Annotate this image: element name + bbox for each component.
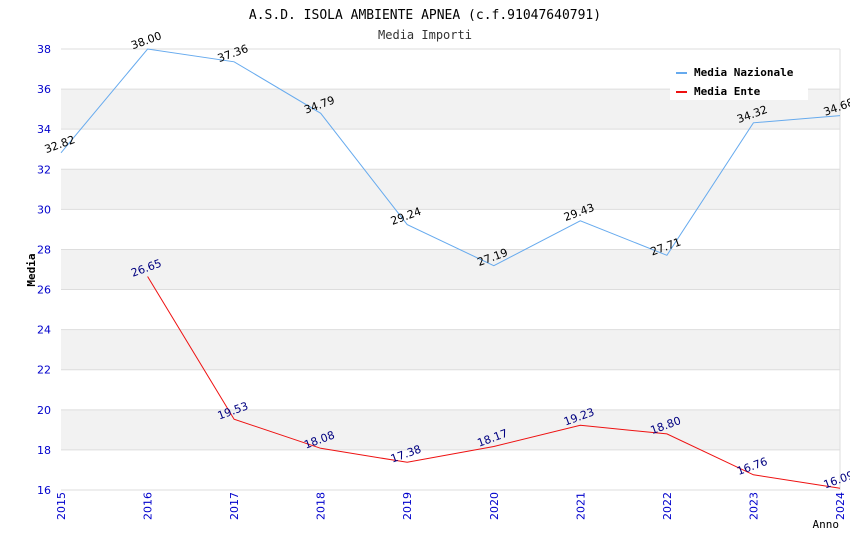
- gridlines: [61, 48, 840, 491]
- legend: Media Nazionale Media Ente: [670, 60, 808, 100]
- y-tick-label: 38: [37, 43, 51, 56]
- legend-label: Media Nazionale: [694, 66, 794, 79]
- x-tick-label: 2020: [488, 492, 501, 520]
- y-axis-label: Media: [25, 253, 38, 286]
- background-band: [61, 209, 840, 250]
- y-tick-label: 26: [37, 284, 51, 297]
- background-band: [61, 289, 840, 330]
- background-bands: [61, 49, 840, 490]
- y-tick-label: 30: [37, 203, 51, 216]
- y-tick-label: 36: [37, 83, 51, 96]
- series-line-media-nazionale: [60, 48, 841, 267]
- background-band: [61, 409, 840, 450]
- x-axis-ticks: 2015 2016 2017 2018 2019 2020 2021 2022 2023 2024: [55, 492, 847, 520]
- x-tick-label: 2023: [747, 492, 760, 520]
- y-tick-label: 34: [37, 123, 51, 136]
- y-tick-label: 20: [37, 404, 51, 417]
- background-band: [61, 329, 840, 370]
- legend-box: [670, 60, 808, 100]
- x-axis-label: Anno: [813, 518, 840, 531]
- x-tick-label: 2019: [401, 492, 414, 520]
- x-tick-label: 2024: [834, 492, 847, 520]
- background-band: [61, 169, 840, 210]
- y-tick-label: 28: [37, 243, 51, 256]
- x-tick-label: 2016: [142, 492, 155, 520]
- background-band: [61, 449, 840, 490]
- background-band: [61, 369, 840, 410]
- series-line-media-ente: [147, 276, 841, 489]
- legend-label: Media Ente: [694, 85, 761, 98]
- x-tick-label: 2017: [228, 492, 241, 520]
- background-band: [61, 129, 840, 170]
- x-tick-label: 2022: [661, 492, 674, 520]
- y-tick-label: 32: [37, 163, 51, 176]
- y-tick-label: 24: [37, 324, 51, 337]
- y-axis-ticks: 16 18 20 22 24 26 28 30 32 34 36 38: [37, 43, 51, 497]
- chart-title: A.S.D. ISOLA AMBIENTE APNEA (c.f.9104764…: [249, 8, 601, 23]
- y-tick-label: 22: [37, 364, 51, 377]
- x-tick-label: 2021: [574, 492, 587, 520]
- x-tick-label: 2015: [55, 492, 68, 520]
- y-tick-label: 16: [37, 484, 51, 497]
- y-tick-label: 18: [37, 444, 51, 457]
- background-band: [61, 249, 840, 290]
- x-tick-label: 2018: [315, 492, 328, 520]
- chart-subtitle: Media Importi: [378, 28, 472, 42]
- series-lines: [60, 48, 841, 489]
